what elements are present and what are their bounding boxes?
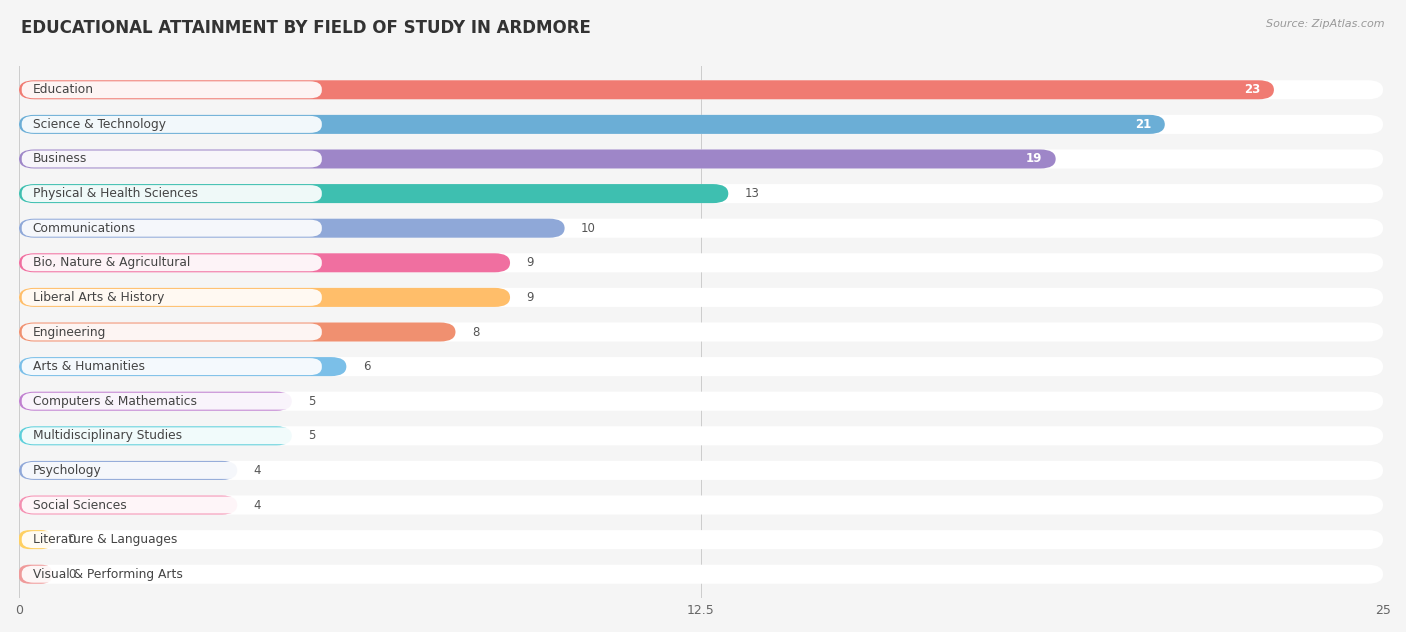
Text: Education: Education xyxy=(32,83,94,96)
Text: Social Sciences: Social Sciences xyxy=(32,499,127,511)
FancyBboxPatch shape xyxy=(20,150,1056,169)
Text: 0: 0 xyxy=(67,533,76,546)
Text: 10: 10 xyxy=(581,222,596,234)
Text: 9: 9 xyxy=(526,257,534,269)
FancyBboxPatch shape xyxy=(20,80,1274,99)
FancyBboxPatch shape xyxy=(20,253,1384,272)
Text: Communications: Communications xyxy=(32,222,136,234)
Text: 4: 4 xyxy=(253,464,262,477)
FancyBboxPatch shape xyxy=(20,357,1384,376)
FancyBboxPatch shape xyxy=(20,288,510,307)
FancyBboxPatch shape xyxy=(21,82,322,98)
Text: 6: 6 xyxy=(363,360,370,373)
FancyBboxPatch shape xyxy=(20,461,238,480)
Text: 5: 5 xyxy=(308,429,315,442)
FancyBboxPatch shape xyxy=(20,322,456,341)
FancyBboxPatch shape xyxy=(20,392,1384,411)
Text: 19: 19 xyxy=(1025,152,1042,166)
FancyBboxPatch shape xyxy=(20,530,52,549)
Text: Physical & Health Sciences: Physical & Health Sciences xyxy=(32,187,198,200)
FancyBboxPatch shape xyxy=(20,184,1384,203)
FancyBboxPatch shape xyxy=(20,427,292,446)
FancyBboxPatch shape xyxy=(21,497,322,513)
Text: 0: 0 xyxy=(67,568,76,581)
Text: 8: 8 xyxy=(472,325,479,339)
FancyBboxPatch shape xyxy=(21,116,322,133)
Text: Arts & Humanities: Arts & Humanities xyxy=(32,360,145,373)
FancyBboxPatch shape xyxy=(20,495,238,514)
Text: 23: 23 xyxy=(1244,83,1260,96)
FancyBboxPatch shape xyxy=(20,495,1384,514)
FancyBboxPatch shape xyxy=(20,461,1384,480)
Text: Multidisciplinary Studies: Multidisciplinary Studies xyxy=(32,429,181,442)
FancyBboxPatch shape xyxy=(21,150,322,167)
Text: Bio, Nature & Agricultural: Bio, Nature & Agricultural xyxy=(32,257,190,269)
FancyBboxPatch shape xyxy=(21,392,322,410)
FancyBboxPatch shape xyxy=(20,184,728,203)
Text: 13: 13 xyxy=(745,187,759,200)
FancyBboxPatch shape xyxy=(21,220,322,236)
Text: Business: Business xyxy=(32,152,87,166)
FancyBboxPatch shape xyxy=(20,427,1384,446)
FancyBboxPatch shape xyxy=(20,565,52,584)
FancyBboxPatch shape xyxy=(20,530,1384,549)
Text: 9: 9 xyxy=(526,291,534,304)
Text: 5: 5 xyxy=(308,395,315,408)
FancyBboxPatch shape xyxy=(20,357,346,376)
Text: Computers & Mathematics: Computers & Mathematics xyxy=(32,395,197,408)
FancyBboxPatch shape xyxy=(20,115,1384,134)
FancyBboxPatch shape xyxy=(21,462,322,479)
FancyBboxPatch shape xyxy=(20,288,1384,307)
Text: 4: 4 xyxy=(253,499,262,511)
FancyBboxPatch shape xyxy=(20,115,1164,134)
FancyBboxPatch shape xyxy=(21,358,322,375)
FancyBboxPatch shape xyxy=(20,253,510,272)
Text: Psychology: Psychology xyxy=(32,464,101,477)
FancyBboxPatch shape xyxy=(20,565,1384,584)
FancyBboxPatch shape xyxy=(21,427,322,444)
FancyBboxPatch shape xyxy=(21,185,322,202)
FancyBboxPatch shape xyxy=(20,150,1384,169)
FancyBboxPatch shape xyxy=(20,219,565,238)
FancyBboxPatch shape xyxy=(20,80,1384,99)
Text: Source: ZipAtlas.com: Source: ZipAtlas.com xyxy=(1267,19,1385,29)
Text: EDUCATIONAL ATTAINMENT BY FIELD OF STUDY IN ARDMORE: EDUCATIONAL ATTAINMENT BY FIELD OF STUDY… xyxy=(21,19,591,37)
FancyBboxPatch shape xyxy=(21,531,322,548)
Text: Literature & Languages: Literature & Languages xyxy=(32,533,177,546)
Text: 21: 21 xyxy=(1135,118,1152,131)
FancyBboxPatch shape xyxy=(20,322,1384,341)
Text: Science & Technology: Science & Technology xyxy=(32,118,166,131)
Text: Engineering: Engineering xyxy=(32,325,105,339)
Text: Liberal Arts & History: Liberal Arts & History xyxy=(32,291,165,304)
FancyBboxPatch shape xyxy=(20,219,1384,238)
FancyBboxPatch shape xyxy=(20,392,292,411)
FancyBboxPatch shape xyxy=(21,254,322,271)
Text: Visual & Performing Arts: Visual & Performing Arts xyxy=(32,568,183,581)
FancyBboxPatch shape xyxy=(21,324,322,341)
FancyBboxPatch shape xyxy=(21,566,322,583)
FancyBboxPatch shape xyxy=(21,289,322,306)
